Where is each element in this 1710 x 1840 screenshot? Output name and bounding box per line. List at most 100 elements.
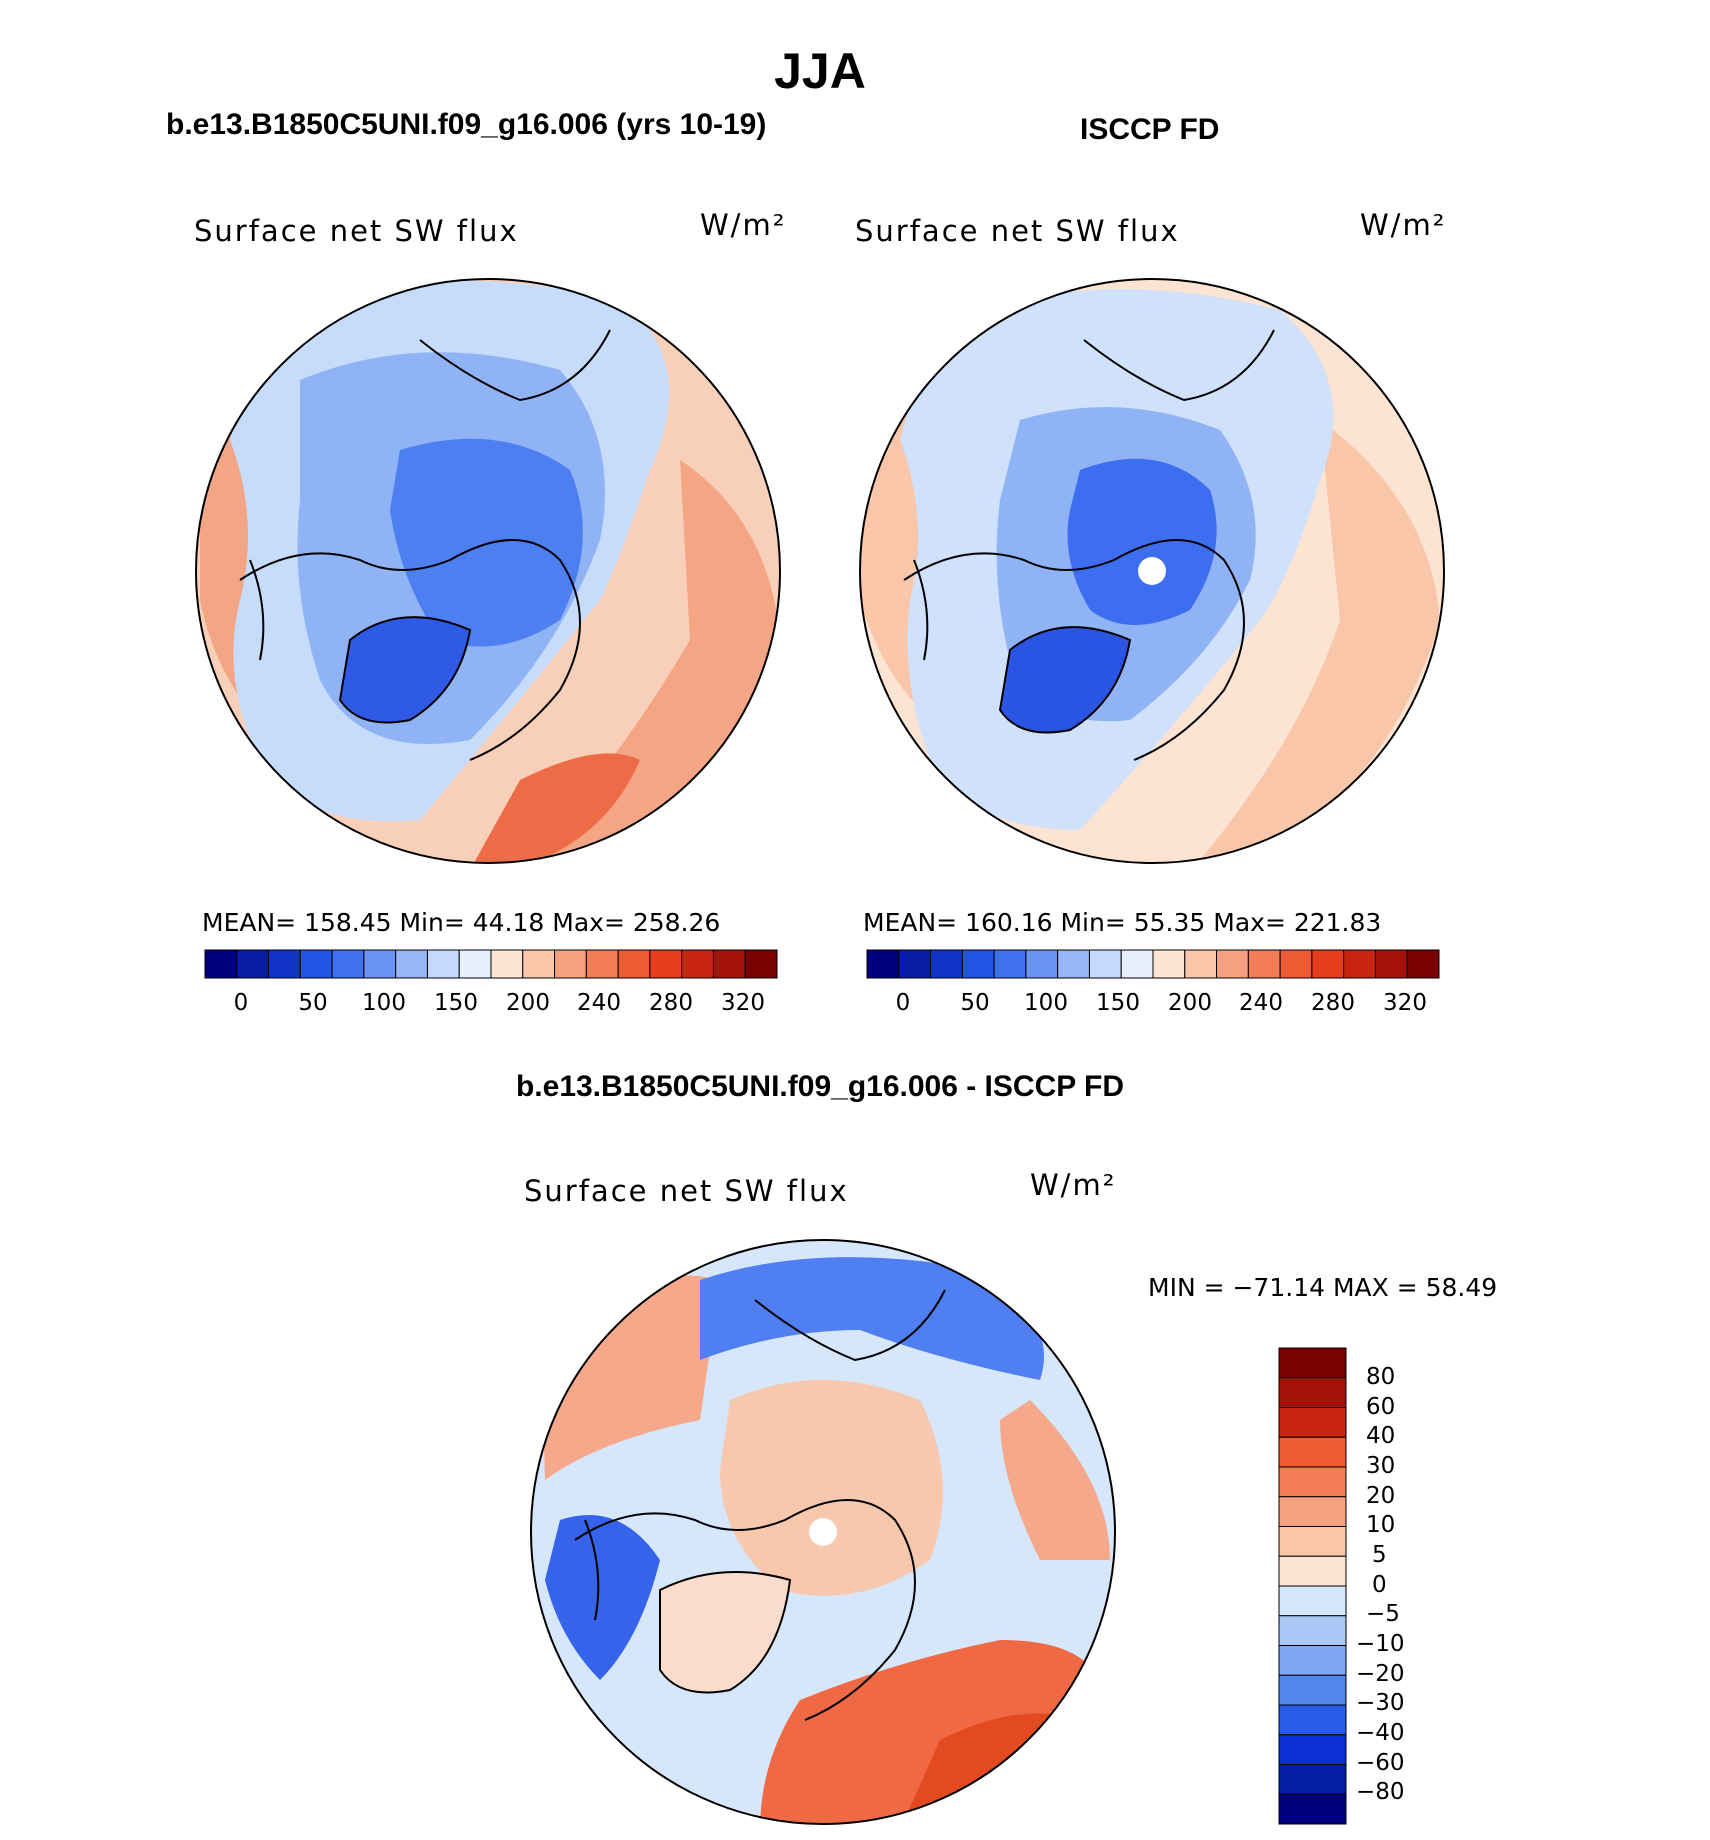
left-colorbar-tick: 200 xyxy=(506,990,550,1016)
right-region-east-warm xyxy=(1200,420,1440,860)
page-title: JJA xyxy=(774,43,866,99)
colorbar-swatch xyxy=(395,949,428,979)
diff-colorbar-tick: 0 xyxy=(1372,1572,1387,1598)
colorbar-swatch xyxy=(1216,949,1249,979)
diff-colorbar-tick: 5 xyxy=(1372,1542,1387,1568)
colorbar-swatch xyxy=(363,949,397,979)
right-region-greenland xyxy=(1000,627,1130,733)
colorbar-swatch xyxy=(681,949,714,979)
diff-region-europe-warm xyxy=(760,1640,1100,1824)
colorbar-swatch xyxy=(331,949,365,979)
left-region-east-warm xyxy=(520,460,780,863)
colorbar-swatch xyxy=(1343,949,1376,979)
right-colorbar-tick: 320 xyxy=(1383,990,1427,1016)
colorbar-swatch xyxy=(1278,1704,1347,1736)
right-pole-missing-data xyxy=(1138,557,1166,585)
colorbar-swatch xyxy=(490,949,524,979)
colorbar-swatch xyxy=(1278,1347,1347,1379)
left-colorbar-tick: 320 xyxy=(721,990,765,1016)
right-colorbar-tick: 240 xyxy=(1239,990,1283,1016)
colorbar-swatch xyxy=(1278,1466,1347,1498)
colorbar-swatch xyxy=(1278,1377,1347,1408)
colorbar-swatch xyxy=(961,949,995,979)
left-region-europe-warm xyxy=(470,753,640,863)
colorbar-swatch xyxy=(649,949,683,979)
diff-region-arctic-warm xyxy=(720,1380,943,1596)
colorbar-swatch xyxy=(1025,949,1059,979)
diff-stats: MIN = −71.14 MAX = 58.49 xyxy=(1148,1273,1498,1302)
right-coastlines xyxy=(903,329,1275,761)
diff-colorbar-tick: −5 xyxy=(1366,1601,1400,1627)
colorbar-swatch xyxy=(1088,949,1122,979)
diff-colorbar xyxy=(1278,1347,1347,1825)
colorbar-swatch xyxy=(1247,949,1281,979)
diff-colorbar-tick: −10 xyxy=(1356,1631,1405,1657)
right-units-label: W/m² xyxy=(1360,208,1447,242)
colorbar-swatch xyxy=(1278,1734,1347,1765)
colorbar-swatch xyxy=(1278,1793,1347,1825)
colorbar-swatch xyxy=(1278,1555,1347,1587)
colorbar-swatch xyxy=(554,949,587,979)
colorbar-swatch xyxy=(744,949,778,979)
diff-region-north-cool xyxy=(700,1257,1044,1380)
left-stats: MEAN= 158.45 Min= 44.18 Max= 258.26 xyxy=(202,908,721,937)
diff-colorbar-tick: 20 xyxy=(1366,1483,1396,1509)
left-map xyxy=(196,279,780,863)
right-stats: MEAN= 160.16 Min= 55.35 Max= 221.83 xyxy=(863,908,1382,937)
left-colorbar-tick: 50 xyxy=(298,990,328,1016)
colorbar-swatch xyxy=(426,949,460,979)
colorbar-swatch xyxy=(866,949,900,979)
diff-pole-missing-data xyxy=(809,1518,837,1546)
diff-region-east-warm xyxy=(1000,1400,1110,1560)
diff-colorbar-tick: −60 xyxy=(1356,1750,1405,1776)
right-variable-label: Surface net SW flux xyxy=(855,214,1180,248)
colorbar-swatch xyxy=(1120,949,1154,979)
left-region-arctic-ocean xyxy=(390,438,583,647)
colorbar-swatch xyxy=(1278,1407,1347,1438)
right-map xyxy=(860,279,1444,863)
diff-colorbar-tick: 10 xyxy=(1366,1512,1396,1538)
diff-map xyxy=(531,1240,1115,1824)
left-coastlines xyxy=(239,329,611,761)
colorbar-swatch xyxy=(1152,949,1186,979)
colorbar-swatch xyxy=(585,949,619,979)
colorbar-swatch xyxy=(1311,949,1345,979)
colorbar-swatch xyxy=(1278,1585,1347,1617)
left-region-greenland xyxy=(340,617,470,723)
diff-colorbar-tick: 30 xyxy=(1366,1453,1396,1479)
diff-colorbar-tick: −80 xyxy=(1356,1779,1405,1805)
colorbar-swatch xyxy=(712,949,746,979)
left-map-border xyxy=(195,278,781,864)
colorbar-swatch xyxy=(1278,1496,1347,1527)
right-region-arctic-ocean xyxy=(1067,458,1217,625)
left-colorbar xyxy=(204,949,778,979)
colorbar-swatch xyxy=(458,949,492,979)
right-panel-title: ISCCP FD xyxy=(1080,113,1220,146)
left-colorbar-tick: 100 xyxy=(362,990,406,1016)
diff-panel-title: b.e13.B1850C5UNI.f09_g16.006 - ISCCP FD xyxy=(515,1070,1125,1103)
colorbar-swatch xyxy=(898,949,932,979)
right-colorbar-tick: 100 xyxy=(1024,990,1068,1016)
colorbar-swatch xyxy=(993,949,1027,979)
colorbar-swatch xyxy=(1406,949,1440,979)
colorbar-swatch xyxy=(1278,1645,1347,1676)
diff-region-greenland xyxy=(660,1572,790,1693)
left-panel-title: b.e13.B1850C5UNI.f09_g16.006 (yrs 10-19) xyxy=(166,108,767,141)
diff-units-label: W/m² xyxy=(1030,1168,1117,1202)
colorbar-swatch xyxy=(1374,949,1408,979)
colorbar-swatch xyxy=(1279,949,1313,979)
left-variable-label: Surface net SW flux xyxy=(194,214,519,248)
colorbar-swatch xyxy=(1278,1615,1347,1646)
colorbar-swatch xyxy=(268,949,301,979)
right-map-border xyxy=(859,278,1445,864)
right-colorbar-tick: 50 xyxy=(960,990,990,1016)
colorbar-swatch xyxy=(1057,949,1090,979)
diff-coastlines xyxy=(574,1289,946,1721)
diff-variable-label: Surface net SW flux xyxy=(524,1174,849,1208)
diff-region-canada-cool xyxy=(545,1515,660,1680)
diff-colorbar-tick: −30 xyxy=(1356,1690,1405,1716)
diff-colorbar-tick: 40 xyxy=(1366,1423,1396,1449)
colorbar-swatch xyxy=(1184,949,1218,979)
colorbar-swatch xyxy=(930,949,963,979)
